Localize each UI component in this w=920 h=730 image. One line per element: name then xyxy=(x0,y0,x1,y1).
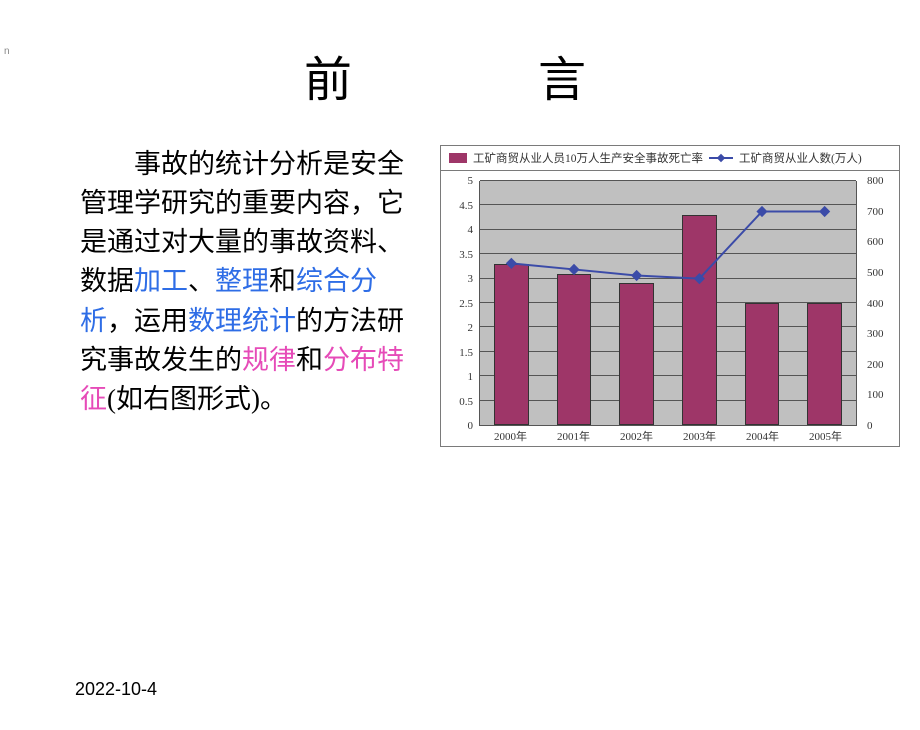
y-axis-left: 00.511.522.533.544.55 xyxy=(441,181,477,426)
chart-legend: 工矿商贸从业人员10万人生产安全事故死亡率 工矿商贸从业人数(万人) xyxy=(441,146,899,171)
y-right-tick: 500 xyxy=(867,267,903,279)
y-right-tick: 600 xyxy=(867,236,903,248)
plot-background xyxy=(479,181,857,426)
y-right-tick: 200 xyxy=(867,359,903,371)
y-right-tick: 400 xyxy=(867,298,903,310)
y-right-tick: 700 xyxy=(867,206,903,218)
bars-group xyxy=(480,181,856,425)
text-segment: (如右图形式)。 xyxy=(107,384,287,414)
bar xyxy=(619,283,653,425)
bar-slot xyxy=(793,181,856,425)
chart-container: 工矿商贸从业人员10万人生产安全事故死亡率 工矿商贸从业人数(万人) 00.51… xyxy=(440,145,900,447)
chart-wrapper: 工矿商贸从业人员10万人生产安全事故死亡率 工矿商贸从业人数(万人) 00.51… xyxy=(440,145,900,447)
bar-slot xyxy=(480,181,543,425)
bar-slot xyxy=(543,181,606,425)
text-segment: ，运用 xyxy=(107,306,188,336)
bar xyxy=(807,303,841,425)
legend-bar-label: 工矿商贸从业人员10万人生产安全事故死亡率 xyxy=(473,150,703,166)
keyword-pattern: 规律 xyxy=(242,345,296,375)
y-left-tick: 2 xyxy=(437,322,473,334)
x-tick: 2000年 xyxy=(479,428,542,446)
x-axis: 2000年2001年2002年2003年2004年2005年 xyxy=(479,428,857,446)
bar xyxy=(682,215,716,425)
x-tick: 2003年 xyxy=(668,428,731,446)
y-left-tick: 4 xyxy=(437,224,473,236)
y-left-tick: 4.5 xyxy=(437,200,473,212)
page-title: 前 言 xyxy=(0,40,920,110)
legend-line-label: 工矿商贸从业人数(万人) xyxy=(739,150,862,166)
y-left-tick: 3.5 xyxy=(437,249,473,261)
y-right-tick: 0 xyxy=(867,420,903,432)
bar-slot xyxy=(605,181,668,425)
paragraph: 事故的统计分析是安全管理学研究的重要内容，它是通过对大量的事故资料、数据加工、整… xyxy=(80,145,420,447)
y-left-tick: 2.5 xyxy=(437,298,473,310)
y-right-tick: 800 xyxy=(867,175,903,187)
y-right-tick: 100 xyxy=(867,389,903,401)
keyword-statistics: 数理统计 xyxy=(188,306,296,336)
content-row: 事故的统计分析是安全管理学研究的重要内容，它是通过对大量的事故资料、数据加工、整… xyxy=(0,145,920,447)
x-tick: 2004年 xyxy=(731,428,794,446)
bar xyxy=(745,303,779,425)
bar xyxy=(557,274,591,425)
y-left-tick: 0.5 xyxy=(437,396,473,408)
keyword-sorting: 整理 xyxy=(215,266,269,296)
bar-slot xyxy=(731,181,794,425)
text-segment: 和 xyxy=(296,345,323,375)
legend-line-swatch xyxy=(709,153,733,163)
x-tick: 2005年 xyxy=(794,428,857,446)
text-segment: 、 xyxy=(188,266,215,296)
y-axis-right: 0100200300400500600700800 xyxy=(863,181,899,426)
y-right-tick: 300 xyxy=(867,328,903,340)
bar xyxy=(494,264,528,425)
bar-slot xyxy=(668,181,731,425)
y-left-tick: 1.5 xyxy=(437,347,473,359)
corner-marker: n xyxy=(4,46,10,57)
text-segment: 和 xyxy=(269,266,296,296)
keyword-processing: 加工 xyxy=(134,266,188,296)
legend-bar-swatch xyxy=(449,153,467,163)
y-left-tick: 1 xyxy=(437,371,473,383)
x-tick: 2001年 xyxy=(542,428,605,446)
y-left-tick: 3 xyxy=(437,273,473,285)
x-tick: 2002年 xyxy=(605,428,668,446)
plot-area: 00.511.522.533.544.55 010020030040050060… xyxy=(441,171,899,446)
y-left-tick: 5 xyxy=(437,175,473,187)
y-left-tick: 0 xyxy=(437,420,473,432)
